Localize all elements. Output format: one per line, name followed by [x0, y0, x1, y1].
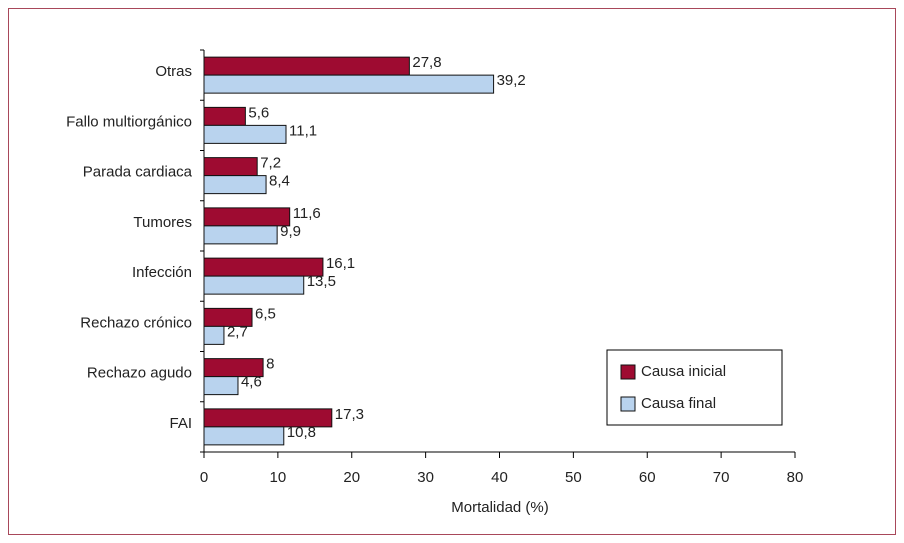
- bar: [203, 157, 258, 177]
- legend-label: Causa final: [641, 395, 716, 412]
- value-label: 27,8: [412, 54, 441, 71]
- bar: [203, 56, 410, 76]
- value-label: 6,5: [255, 305, 276, 322]
- bar: [203, 307, 253, 327]
- x-tick-label: 40: [491, 469, 508, 486]
- legend-swatch: [620, 364, 636, 380]
- y-tick-label: Fallo multiorgánico: [66, 113, 192, 130]
- value-label: 4,6: [241, 374, 262, 391]
- x-tick-label: 0: [200, 469, 208, 486]
- bar: [203, 376, 239, 396]
- bar: [203, 225, 278, 245]
- y-tick-label: Otras: [155, 63, 192, 80]
- y-tick-label: Rechazo agudo: [87, 365, 192, 382]
- value-label: 10,8: [287, 424, 316, 441]
- x-tick-label: 10: [270, 469, 287, 486]
- frame: [8, 8, 896, 535]
- x-tick-label: 50: [565, 469, 582, 486]
- x-tick-label: 20: [343, 469, 360, 486]
- value-label: 11,1: [289, 122, 317, 139]
- value-label: 13,5: [307, 273, 336, 290]
- value-label: 11,6: [293, 205, 321, 222]
- legend-label: Causa inicial: [641, 363, 726, 380]
- bar: [203, 207, 291, 227]
- y-tick-label: Tumores: [133, 214, 192, 231]
- x-tick-label: 60: [639, 469, 656, 486]
- y-tick-label: Parada cardiaca: [83, 164, 193, 181]
- bar: [203, 325, 225, 345]
- value-label: 2,7: [227, 323, 248, 340]
- value-label: 5,6: [248, 104, 269, 121]
- value-label: 8: [266, 356, 274, 373]
- value-label: 39,2: [497, 72, 526, 89]
- bar: [203, 106, 246, 126]
- x-tick-label: 30: [417, 469, 434, 486]
- x-axis-title: Mortalidad (%): [451, 499, 549, 516]
- value-label: 17,3: [335, 406, 364, 423]
- bar: [203, 426, 285, 446]
- bar: [203, 275, 305, 295]
- legend-swatch: [620, 396, 636, 412]
- x-tick-label: 70: [713, 469, 730, 486]
- legend-box: [606, 349, 783, 426]
- x-tick-label: 80: [787, 469, 804, 486]
- y-tick-label: FAI: [169, 415, 192, 432]
- value-label: 9,9: [280, 223, 301, 240]
- bar: [203, 257, 324, 277]
- y-tick-label: Infección: [132, 264, 192, 281]
- y-tick-label: Rechazo crónico: [80, 314, 192, 331]
- bar: [203, 124, 287, 144]
- value-label: 8,4: [269, 173, 290, 190]
- value-label: 7,2: [260, 155, 281, 172]
- value-label: 16,1: [326, 255, 355, 272]
- bar: [203, 74, 495, 94]
- bar: [203, 175, 267, 195]
